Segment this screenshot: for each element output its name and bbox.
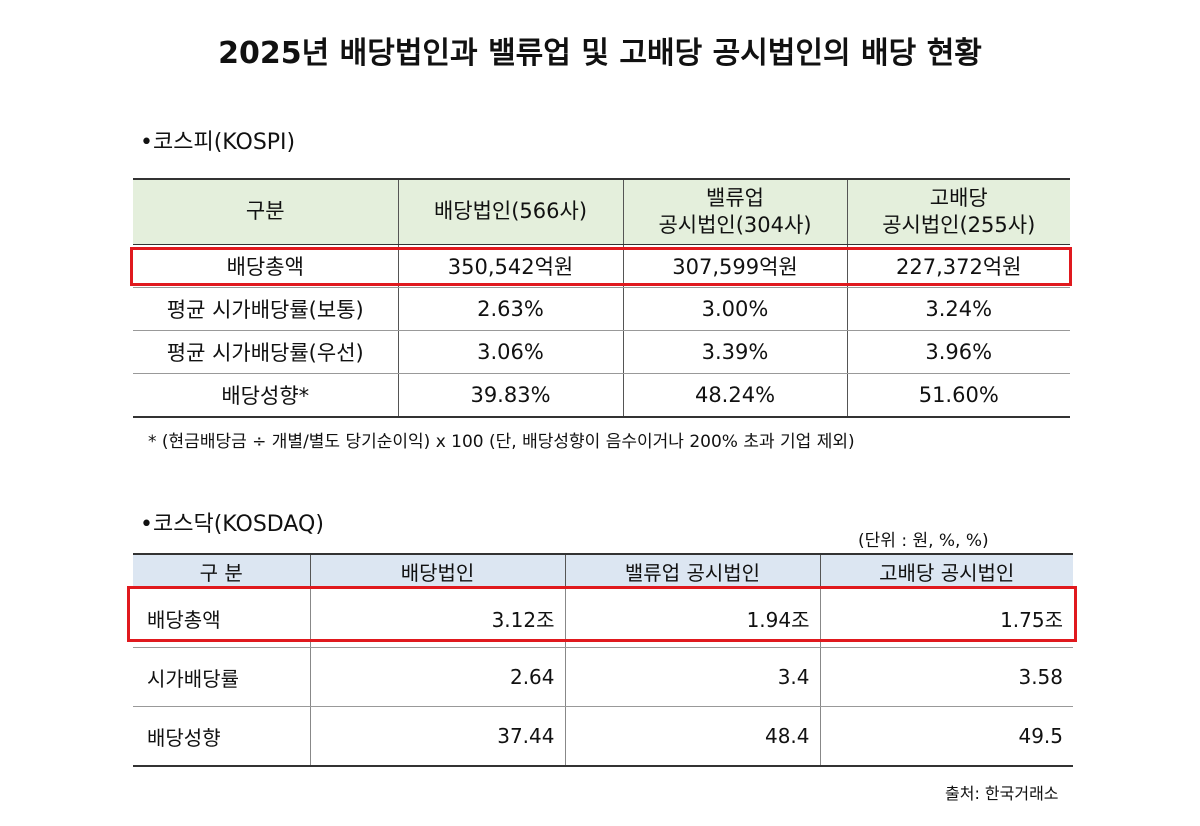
highlight-box	[127, 586, 1077, 642]
title: 2025년 배당법인과 밸류업 및 고배당 공시법인의 배당 현황	[218, 36, 982, 71]
cell: 227,372억원	[846, 244, 1070, 288]
table-row: 배당총액 3.12조 1.94조 1.75조	[133, 588, 1073, 648]
header-cell: 고배당 공시법인	[819, 553, 1073, 589]
table-row: 평균 시가배당률(보통) 2.63% 3.00% 3.24%	[133, 287, 1070, 331]
cell: 3.12조	[309, 588, 565, 648]
cell: 350,542억원	[397, 244, 623, 288]
header-line: 공시법인(255사)	[882, 213, 1036, 237]
cell: 3.39%	[622, 330, 847, 374]
table-row: 시가배당률 2.64 3.4 3.58	[133, 647, 1073, 707]
cell: 3.24%	[846, 287, 1070, 331]
header-cell: 구 분	[133, 553, 310, 589]
header-cell: 배당법인	[309, 553, 565, 589]
cell: 39.83%	[397, 373, 623, 418]
table-row: 평균 시가배당률(우선) 3.06% 3.39% 3.96%	[133, 330, 1070, 374]
row-label: 평균 시가배당률(우선)	[133, 330, 398, 374]
table-row: 배당총액 350,542억원 307,599억원 227,372억원	[133, 244, 1070, 288]
highlight-box	[130, 247, 1072, 286]
kospi-note: * (현금배당금 ÷ 개별/별도 당기순이익) x 100 (단, 배당성향이 …	[148, 432, 855, 452]
kospi-heading: •코스피(KOSPI)	[140, 130, 296, 155]
row-label: 배당성향*	[133, 373, 398, 418]
cell: 2.64	[309, 647, 565, 707]
cell: 307,599억원	[622, 244, 847, 288]
cell: 3.06%	[397, 330, 623, 374]
cell: 1.94조	[564, 588, 820, 648]
cell: 2.63%	[397, 287, 623, 331]
cell: 3.4	[564, 647, 820, 707]
unit-label: (단위 : 원, %, %)	[858, 531, 989, 551]
kosdaq-table: 구 분 배당법인 밸류업 공시법인 고배당 공시법인 배당총액 3.12조 1.94조 1.7…	[133, 553, 1073, 767]
cell: 48.4	[564, 706, 820, 767]
cell: 3.58	[819, 647, 1073, 707]
cell: 37.44	[309, 706, 565, 767]
row-label: 배당총액	[133, 588, 310, 648]
cell: 3.00%	[622, 287, 847, 331]
table-row: 배당성향 37.44 48.4 49.5	[133, 706, 1073, 767]
header-line: 고배당	[929, 185, 988, 210]
row-label: 시가배당률	[133, 647, 310, 707]
table-row: 배당성향* 39.83% 48.24% 51.60%	[133, 373, 1070, 418]
kosdaq-heading: •코스닥(KOSDAQ)	[140, 512, 324, 537]
header-line: 공시법인(304사)	[658, 213, 812, 237]
cell: 3.96%	[846, 330, 1070, 374]
cell: 49.5	[819, 706, 1073, 767]
row-label: 배당성향	[133, 706, 310, 767]
header-cell: 구분	[133, 178, 398, 245]
header-cell: 밸류업 공시법인	[564, 553, 820, 589]
header-row: 구 분 배당법인 밸류업 공시법인 고배당 공시법인	[133, 553, 1073, 589]
kospi-table: 구분 배당법인(566사) 밸류업 공시법인(304사) 고배당 공시법인(255사) 배당…	[133, 178, 1070, 418]
header-line: 배당법인(566사)	[433, 199, 588, 224]
header-line: 밸류업	[706, 185, 764, 210]
header-cell: 배당법인(566사)	[397, 178, 623, 245]
header-line: 구분	[245, 199, 285, 224]
row-label: 평균 시가배당률(보통)	[133, 287, 398, 331]
source: 출처: 한국거래소	[945, 784, 1059, 803]
cell: 1.75조	[819, 588, 1073, 648]
header-row: 구분 배당법인(566사) 밸류업 공시법인(304사) 고배당 공시법인(255사)	[133, 178, 1070, 245]
row-label: 배당총액	[133, 244, 398, 288]
cell: 48.24%	[622, 373, 847, 418]
cell: 51.60%	[846, 373, 1070, 418]
